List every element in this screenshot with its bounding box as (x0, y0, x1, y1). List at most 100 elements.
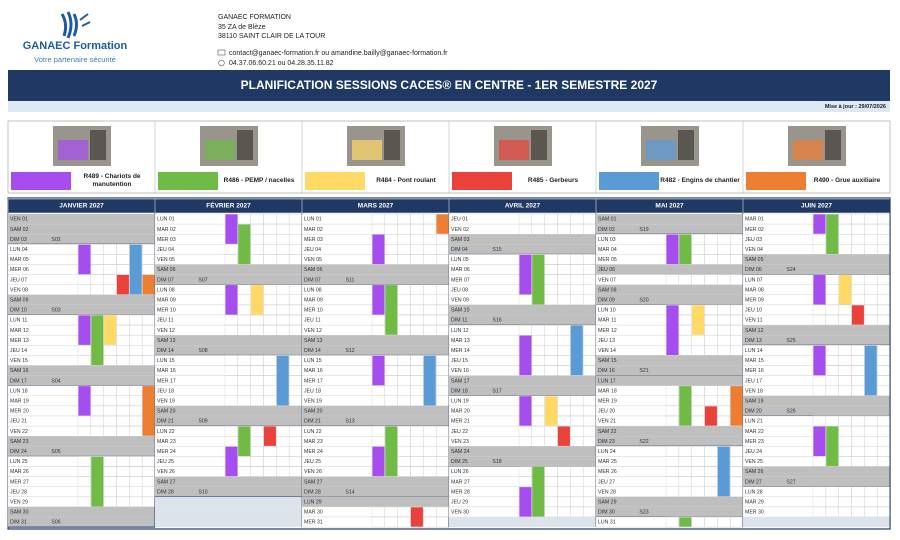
day-label: LUN 15 (157, 358, 175, 364)
day-label: DIM 23 (598, 439, 615, 445)
day-label: SAM 22 (598, 429, 617, 435)
session (570, 325, 583, 376)
session (263, 426, 276, 446)
session (679, 234, 692, 265)
day-label: JEU 07 (10, 277, 27, 283)
closed-row (742, 254, 891, 265)
day-label: VEN 16 (451, 368, 469, 374)
day-label: LUN 15 (304, 358, 322, 364)
day-label: MAR 22 (745, 429, 764, 435)
session (423, 355, 436, 406)
day-row (7, 355, 156, 366)
week-label: S25 (786, 338, 795, 344)
session (679, 386, 692, 426)
session (826, 214, 839, 254)
day-row (7, 425, 156, 437)
day-label: DIM 04 (451, 247, 468, 253)
session (372, 234, 385, 265)
day-label: LUN 12 (451, 328, 469, 334)
closed-row (448, 233, 597, 245)
day-label: MER 17 (157, 378, 176, 384)
day-row (742, 244, 891, 255)
closed-row (742, 466, 891, 477)
day-label: VEN 18 (745, 388, 763, 394)
month-name: FÉVRIER 2027 (206, 201, 251, 210)
day-label: LUN 21 (745, 419, 763, 425)
empty-row (155, 517, 302, 528)
session (519, 487, 532, 517)
day-label: LUN 19 (451, 399, 469, 405)
title: PLANIFICATION SESSIONS CACES® EN CENTRE … (241, 78, 658, 92)
closed-row (7, 516, 156, 528)
day-label: MER 28 (451, 489, 470, 495)
week-label: S13 (345, 419, 354, 425)
week-label: S16 (492, 318, 501, 324)
week-label: S04 (51, 378, 60, 384)
session (372, 285, 385, 315)
week-label: S14 (345, 489, 354, 495)
day-label: VEN 19 (157, 399, 175, 405)
day-label: SAM 10 (451, 308, 470, 314)
session (666, 234, 679, 265)
month-name: JUIN 2027 (801, 203, 832, 210)
week-label: S19 (639, 227, 648, 233)
day-label: LUN 14 (745, 348, 763, 354)
closed-row (742, 476, 891, 487)
closed-row (154, 405, 303, 417)
photo-detail (499, 140, 529, 160)
legend-swatch (599, 172, 659, 190)
day-row (742, 415, 891, 427)
day-label: SAM 30 (10, 510, 29, 516)
day-label: LUN 28 (745, 489, 763, 495)
week-label: S22 (639, 439, 648, 445)
day-label: MAR 19 (10, 399, 29, 405)
week-label: S26 (786, 409, 795, 415)
day-label: VEN 26 (157, 469, 175, 475)
session (142, 386, 155, 436)
day-label: MER 24 (157, 449, 176, 455)
session (129, 244, 142, 295)
legend-label: R489 - Chariots de manutention (83, 172, 141, 188)
day-row (448, 476, 597, 487)
title-bar (8, 70, 890, 101)
week-label: S18 (492, 459, 501, 465)
day-label: DIM 21 (157, 419, 174, 425)
day-label: SAM 02 (10, 227, 29, 233)
day-label: MER 17 (304, 378, 323, 384)
session (545, 396, 558, 426)
day-label: SAM 20 (304, 409, 323, 415)
day-label: MAR 08 (745, 287, 764, 293)
day-label: MAR 16 (157, 368, 176, 374)
closed-row (595, 284, 744, 296)
day-label: SAM 17 (451, 378, 470, 384)
day-label: DIM 24 (10, 449, 27, 455)
day-label: MAR 20 (451, 409, 470, 415)
session (813, 214, 826, 234)
week-label: S20 (639, 298, 648, 304)
week-label: S06 (51, 520, 60, 526)
legend-swatch (452, 172, 512, 190)
legend-label: R482 - Engins de chantier (660, 176, 740, 184)
empty-row (155, 496, 302, 507)
closed-row (301, 405, 450, 417)
closed-row (301, 486, 450, 498)
day-row (301, 314, 450, 326)
day-label: LUN 08 (157, 287, 175, 293)
day-label: VEN 21 (598, 419, 616, 425)
month-name: MARS 2027 (358, 203, 394, 210)
legend-label: R485 - Gerbeurs (527, 176, 579, 184)
day-label: JEU 18 (157, 388, 174, 394)
session (238, 224, 251, 265)
day-label: LUN 22 (157, 429, 175, 435)
closed-row (154, 486, 303, 498)
day-label: JEU 20 (598, 409, 615, 415)
address-line: 38110 SAINT CLAIR DE LA TOUR (218, 33, 325, 40)
day-label: VEN 01 (10, 217, 28, 223)
day-label: DIM 18 (451, 388, 468, 394)
day-label: SAM 20 (157, 409, 176, 415)
session (519, 396, 532, 426)
phone-icon (218, 59, 225, 67)
day-label: VEN 07 (598, 277, 616, 283)
